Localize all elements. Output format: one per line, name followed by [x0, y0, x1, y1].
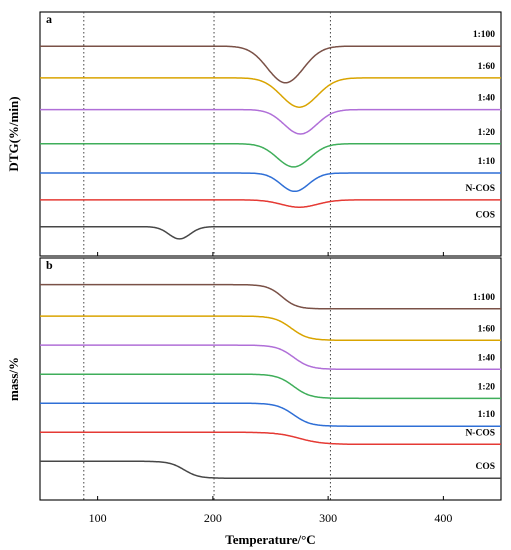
series-line-n-cos	[40, 199, 501, 208]
series-line-cos	[40, 225, 501, 240]
series-label: 1:100	[473, 293, 495, 303]
panel-label: a	[46, 12, 52, 26]
series-label: 1:20	[478, 128, 496, 138]
series-line-1-100	[40, 283, 501, 310]
series-label: COS	[475, 462, 495, 472]
panel-b-mass: b mass/% 1:100 1:60 1:40 1:20 1:10 N-COS COS	[6, 257, 502, 501]
x-tick-label: 400	[434, 511, 452, 525]
series-label: 1:60	[478, 62, 496, 72]
panel-label: b	[46, 258, 53, 272]
series-label: 1:20	[478, 382, 496, 392]
series-line-1-10	[40, 172, 501, 193]
series-line-1-20	[40, 143, 501, 168]
series-line-1-40	[40, 108, 501, 135]
series-label: 1:60	[478, 324, 496, 334]
series-label: 1:40	[478, 94, 496, 104]
series-label: 1:40	[478, 353, 496, 363]
panel-a-dtg: a DTG(%/min) 1:100 1:60 1:40 1:20 1:10 N-COS COS	[6, 11, 502, 257]
series-line-1-100	[40, 45, 501, 84]
x-axis: 100 200 300 400 Temperature/°C	[89, 511, 453, 547]
series-line-1-10	[40, 402, 501, 427]
series-line-cos	[40, 460, 501, 479]
series-label: COS	[475, 211, 495, 221]
panel-frame	[39, 257, 502, 501]
x-tick-label: 100	[89, 511, 107, 525]
y-axis-label: mass/%	[6, 357, 21, 401]
series-label: N-COS	[465, 184, 495, 194]
x-tick-label: 300	[319, 511, 337, 525]
series-label: 1:10	[478, 410, 496, 420]
series-label: N-COS	[465, 428, 495, 438]
series-line-1-60	[40, 315, 501, 342]
series-line-1-40	[40, 344, 501, 371]
panel-frame	[39, 11, 502, 257]
series-line-n-cos	[40, 431, 501, 446]
y-axis-label: DTG(%/min)	[6, 96, 21, 171]
series-label: 1:10	[478, 157, 496, 167]
series-line-1-60	[40, 77, 501, 108]
x-axis-label: Temperature/°C	[225, 532, 315, 547]
series-label: 1:100	[473, 30, 495, 40]
series-line-1-20	[40, 373, 501, 400]
x-tick-label: 200	[204, 511, 222, 525]
